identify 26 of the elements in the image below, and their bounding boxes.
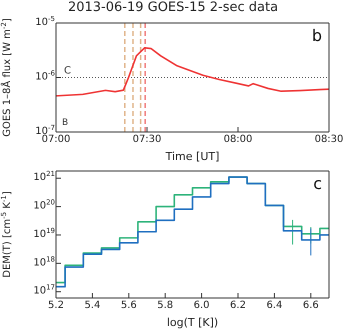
y-tick-label: 10$^{20}$ bbox=[33, 198, 55, 212]
x-axis-title: Time [UT] bbox=[164, 150, 220, 163]
x-tick-label: 6.2 bbox=[230, 300, 246, 311]
x-tick-label: 6.4 bbox=[266, 300, 282, 311]
x-tick-label: 08:30 bbox=[314, 134, 344, 145]
annotation: B bbox=[62, 118, 68, 128]
y-tick-label: 10$^{18}$ bbox=[33, 255, 55, 268]
x-tick-label: 5.4 bbox=[84, 300, 100, 311]
annotation: b bbox=[312, 26, 322, 45]
y-tick-label: 10$^{-6}$ bbox=[35, 70, 56, 82]
y-tick-label: 10$^{19}$ bbox=[33, 226, 55, 240]
x-tick-label: 08:00 bbox=[224, 134, 252, 145]
x-tick-label: 5.6 bbox=[120, 300, 137, 311]
x-tick-label: 07:00 bbox=[42, 134, 70, 145]
x-tick-label: 5.8 bbox=[157, 300, 174, 311]
y-tick-label: 10$^{21}$ bbox=[33, 170, 55, 184]
ref-line-label: C bbox=[64, 66, 71, 76]
x-tick-label: 6.0 bbox=[194, 300, 210, 311]
y-tick-label: 10$^{-5}$ bbox=[35, 15, 55, 28]
chart-title: 2013-06-19 GOES-15 2-sec data bbox=[66, 0, 280, 16]
y-tick-label: 10$^{17}$ bbox=[33, 284, 55, 297]
x-tick-label: 07:30 bbox=[132, 134, 162, 145]
annotation: c bbox=[313, 174, 322, 193]
x-axis-title: log(T [K]) bbox=[166, 316, 218, 329]
x-tick-label: 6.6 bbox=[302, 300, 319, 311]
x-tick-label: 5.2 bbox=[48, 300, 64, 311]
